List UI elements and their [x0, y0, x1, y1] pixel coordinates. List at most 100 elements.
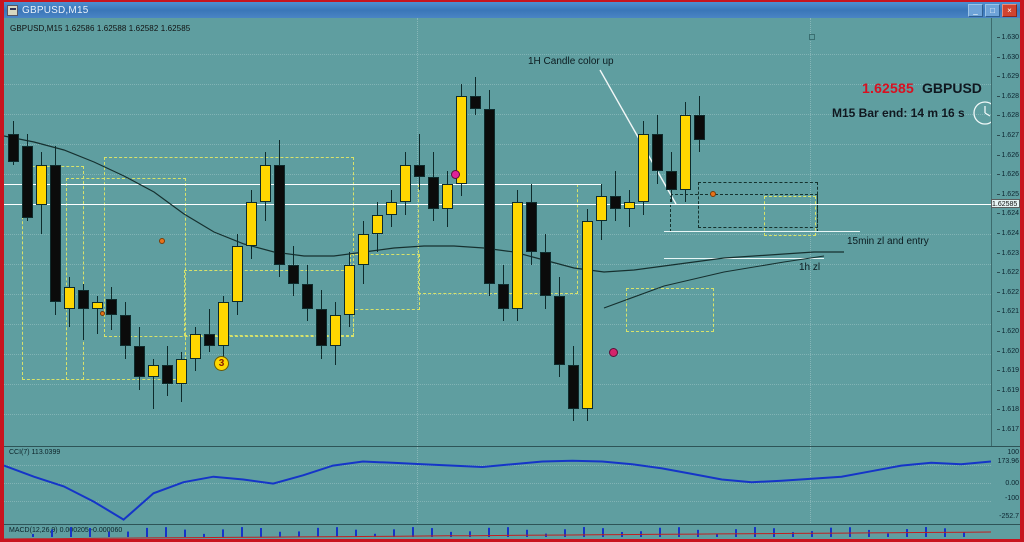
candle-body: [358, 233, 369, 265]
candle-body: [232, 246, 243, 303]
zone-box-8: [698, 182, 818, 228]
cci-line: [4, 459, 991, 521]
macd-bar: [241, 527, 243, 537]
minimize-button[interactable]: _: [968, 3, 983, 17]
macd-bar: [488, 527, 490, 537]
macd-bar: [89, 527, 91, 537]
candle-body: [624, 202, 635, 209]
candle-body: [22, 146, 33, 218]
macd-bar: [526, 529, 528, 537]
macd-bar: [602, 528, 604, 537]
sell-dot-top[interactable]: [451, 170, 460, 179]
candle: [274, 18, 285, 446]
candle-body: [386, 202, 397, 215]
minimize-icon: _: [973, 5, 978, 15]
candle: [624, 18, 635, 446]
candle: [400, 18, 411, 446]
macd-bar: [317, 527, 319, 537]
candle: [134, 18, 145, 446]
chart-shift-handle[interactable]: [809, 34, 815, 40]
macd-bar: [868, 529, 870, 537]
macd-indicator-pane[interactable]: MACD(12,26,9) 0.000205 -0.000060: [4, 524, 1020, 539]
candle-wick: [83, 283, 84, 340]
window-titlebar[interactable]: GBPUSD,M15 _ □ ×: [4, 2, 1020, 18]
candle-body: [162, 364, 173, 384]
candle-body: [302, 283, 313, 309]
candle-wick: [629, 189, 630, 228]
macd-bar: [393, 529, 395, 537]
candle: [78, 18, 89, 446]
candle-body: [414, 164, 425, 178]
price-axis-tick: 1.627: [997, 132, 1019, 139]
macd-bar: [716, 533, 718, 537]
maximize-button[interactable]: □: [985, 3, 1000, 17]
candle-body: [120, 314, 131, 347]
price-axis-tick: 1.628: [997, 92, 1019, 100]
chart-area[interactable]: GBPUSD,M15 1.62586 1.62588 1.62582 1.625…: [4, 18, 1020, 539]
macd-bar: [222, 529, 224, 537]
candle-body: [652, 133, 663, 172]
price-pane[interactable]: GBPUSD,M15 1.62586 1.62588 1.62582 1.625…: [4, 18, 1020, 446]
candle-wick: [97, 296, 98, 334]
annotation-hourly-zone: 1h zl: [799, 262, 821, 273]
chart-window-icon: [7, 4, 18, 16]
candle: [694, 18, 705, 446]
alert-dot-3[interactable]: [710, 191, 716, 197]
alert-dot-2[interactable]: [100, 311, 105, 316]
candle: [428, 18, 439, 446]
price-axis-tick: 1.628: [997, 112, 1019, 120]
window-border-left: [0, 0, 4, 542]
candle-body: [694, 114, 705, 140]
candle: [512, 18, 523, 446]
candle: [302, 18, 313, 446]
macd-bar: [697, 529, 699, 537]
candle: [92, 18, 103, 446]
candle-body: [680, 114, 691, 190]
macd-bar: [564, 529, 566, 537]
candle: [610, 18, 621, 446]
signal-marker-3[interactable]: 3: [214, 356, 229, 371]
price-axis-tick: 1.629: [997, 73, 1019, 81]
candle-body: [610, 196, 621, 209]
macd-bar: [70, 527, 72, 537]
candle-wick: [475, 77, 476, 115]
candle-body: [484, 108, 495, 284]
cci-tick-max: 100: [1007, 449, 1019, 456]
zone-box-9: [764, 196, 816, 236]
price-axis-tick: 1.625: [997, 190, 1019, 198]
candle: [204, 18, 215, 446]
price-axis-tick: 1.621: [997, 308, 1019, 316]
candle: [162, 18, 173, 446]
candle-body: [218, 302, 229, 347]
price-axis-tick: 1.618: [997, 406, 1019, 414]
macd-bar: [184, 529, 186, 537]
candle: [568, 18, 579, 446]
price-axis-tick: 1.620: [997, 328, 1019, 335]
macd-bar: [450, 531, 452, 537]
candle-body: [78, 289, 89, 309]
bar-end-countdown: M15 Bar end: 14 m 16 s: [832, 106, 965, 120]
macd-bar: [887, 533, 889, 537]
candle-body: [428, 177, 439, 209]
candle-body: [568, 364, 579, 409]
buy-dot-bottom[interactable]: [609, 348, 618, 357]
candle: [484, 18, 495, 446]
candle: [358, 18, 369, 446]
alert-dot-1[interactable]: [159, 238, 165, 244]
macd-bar: [165, 527, 167, 537]
candle: [372, 18, 383, 446]
candle: [106, 18, 117, 446]
macd-bar: [374, 533, 376, 537]
macd-label: MACD(12,26,9) 0.000205 -0.000060: [9, 527, 123, 534]
macd-bar: [469, 531, 471, 537]
close-button[interactable]: ×: [1002, 3, 1017, 17]
cci-indicator-pane[interactable]: CCI(7) 113.0399 100 173.96 0.00 -100 -25…: [4, 446, 1020, 525]
zone-box-7: [670, 194, 818, 232]
candle-body: [330, 314, 341, 347]
candle-body: [260, 164, 271, 203]
candle: [470, 18, 481, 446]
price-axis-tick: 1.630: [997, 53, 1019, 61]
candle-body: [64, 286, 75, 309]
candle-body: [596, 196, 607, 222]
